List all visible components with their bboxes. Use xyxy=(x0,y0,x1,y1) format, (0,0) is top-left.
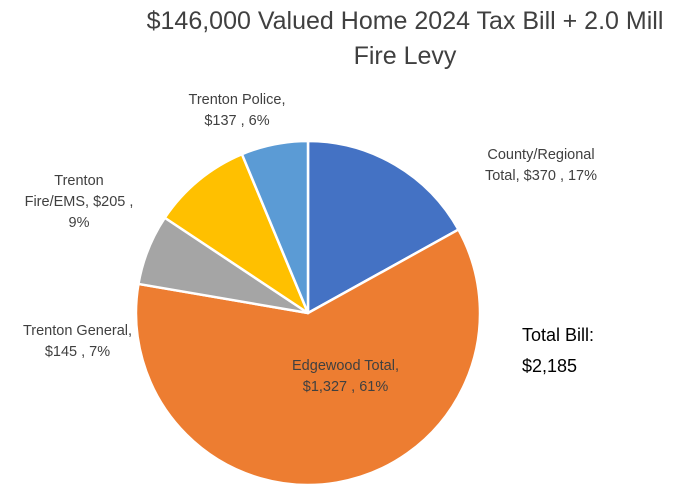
pie-slice-trenton-police xyxy=(240,139,310,315)
data-label-edgewood-total: Edgewood Total, $1,327 , 61% xyxy=(292,358,399,395)
data-label-trenton-general: Trenton General, $145 , 7% xyxy=(22,323,133,360)
chart-title-line-2: Fire Levy xyxy=(353,42,457,70)
chart-title-line-1: $146,000 Valued Home 2024 Tax Bill + 2.0… xyxy=(146,7,664,35)
pie-slice-edgewood-total xyxy=(134,228,482,487)
total-bill-value: $2,185 xyxy=(522,356,578,376)
total-bill-label: Total Bill: xyxy=(522,325,595,345)
data-label-trenton-fire-ems: Trenton Fire/EMS, $205 , 9% xyxy=(24,173,134,231)
total-bill: Total Bill: $2,185 xyxy=(522,320,594,382)
data-label-county-regional-total: County/Regional Total, $370 , 17% xyxy=(484,147,598,184)
chart-title: $146,000 Valued Home 2024 Tax Bill + 2.0… xyxy=(60,4,697,74)
data-label-trenton-police: Trenton Police, $137 , 6% xyxy=(188,92,286,129)
pie-slice-county-regional-total xyxy=(306,139,460,315)
pie-slice-trenton-fire-ems xyxy=(163,152,310,315)
